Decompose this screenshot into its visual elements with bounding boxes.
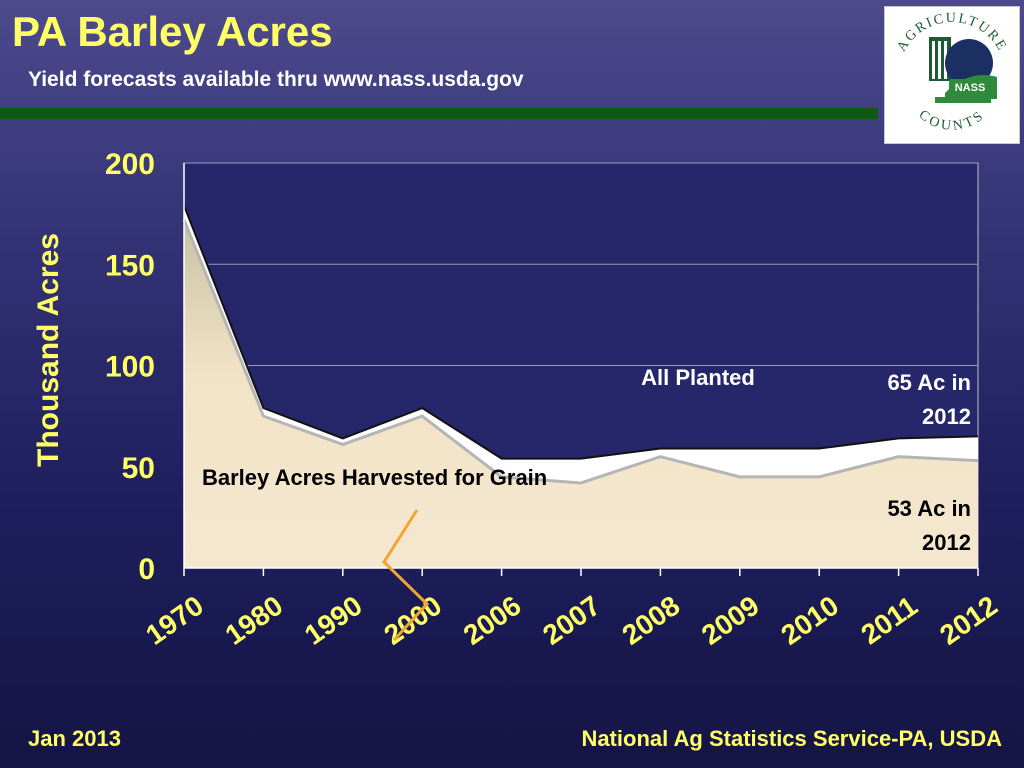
nass-logo: AGRICULTURE COUNTS NASS bbox=[884, 6, 1020, 144]
y-tick-label-0: 0 bbox=[138, 553, 155, 586]
x-tick-label-2012: 2012 bbox=[934, 590, 1003, 651]
y-tick-label-150: 150 bbox=[105, 249, 155, 282]
page-subtitle: Yield forecasts available thru www.nass.… bbox=[28, 68, 524, 91]
logo-badge-text: NASS bbox=[955, 82, 986, 94]
harvested-series-label: Barley Acres Harvested for Grain bbox=[202, 465, 547, 490]
y-axis-label: Thousand Acres bbox=[32, 233, 65, 467]
x-tick-label-2008: 2008 bbox=[617, 590, 686, 651]
harvested-note-line1: 53 Ac in bbox=[887, 496, 971, 521]
x-tick-label-2010: 2010 bbox=[775, 590, 844, 651]
axis-break-marker bbox=[382, 509, 430, 642]
harvested-area bbox=[184, 219, 978, 568]
y-tick-label-200: 200 bbox=[105, 148, 155, 181]
y-tick-label-100: 100 bbox=[105, 351, 155, 384]
x-tick-label-1970: 1970 bbox=[140, 590, 209, 651]
x-tick-label-1990: 1990 bbox=[299, 590, 368, 651]
footer-date: Jan 2013 bbox=[28, 726, 121, 751]
x-tick-label-2006: 2006 bbox=[458, 590, 527, 651]
harvested-line bbox=[182, 219, 979, 485]
x-tick-label-2007: 2007 bbox=[537, 590, 606, 651]
title-divider bbox=[0, 108, 878, 119]
planted-note-line1: 65 Ac in bbox=[887, 370, 971, 395]
x-tick-label-2011: 2011 bbox=[855, 590, 923, 650]
x-tick-label-2009: 2009 bbox=[696, 590, 765, 651]
harvested-note-line2: 2012 bbox=[922, 530, 971, 555]
planted-line bbox=[183, 205, 979, 460]
y-tick-label-50: 50 bbox=[122, 452, 155, 485]
footer-source: National Ag Statistics Service-PA, USDA bbox=[581, 726, 1002, 751]
x-tick-label-1980: 1980 bbox=[220, 590, 289, 651]
planted-note-line2: 2012 bbox=[922, 404, 971, 429]
page-title: PA Barley Acres bbox=[12, 8, 333, 55]
planted-series-label: All Planted bbox=[641, 365, 755, 390]
